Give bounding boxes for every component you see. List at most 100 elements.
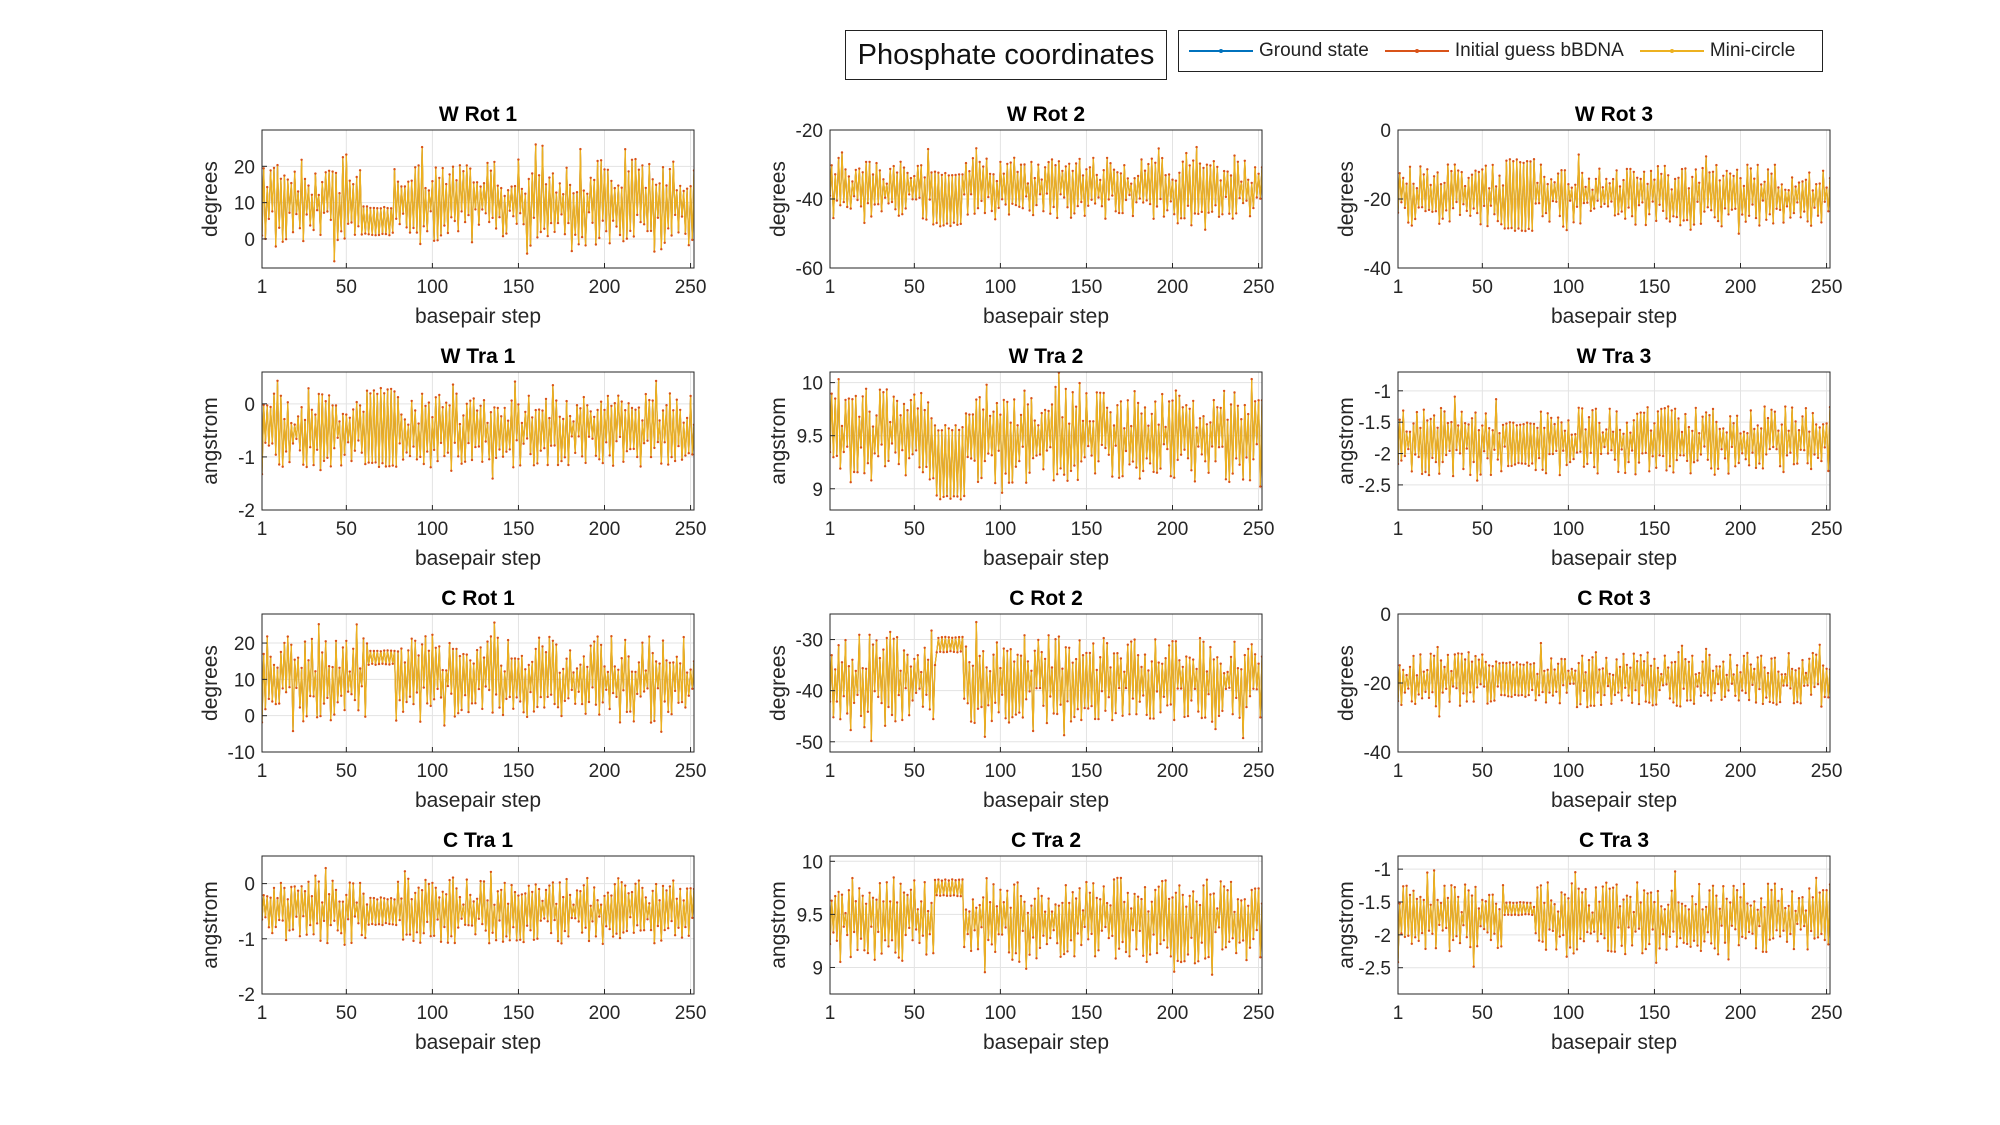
data-point — [1097, 460, 1100, 463]
data-point — [636, 455, 639, 459]
data-point — [651, 399, 654, 402]
x-tick-label: 50 — [336, 761, 357, 782]
data-point — [1642, 889, 1646, 892]
data-point — [1095, 173, 1099, 177]
data-point — [1088, 891, 1092, 894]
data-point — [314, 670, 317, 673]
data-point — [467, 441, 470, 445]
data-point — [1634, 930, 1637, 933]
data-point — [1527, 913, 1531, 916]
data-point — [877, 203, 880, 206]
data-point — [637, 406, 641, 409]
data-point — [1615, 169, 1618, 172]
data-point — [1746, 902, 1749, 905]
data-point — [302, 720, 305, 723]
data-point — [345, 153, 348, 156]
data-point — [673, 213, 677, 217]
data-point — [1727, 958, 1730, 961]
data-point — [1434, 210, 1438, 213]
data-point — [1823, 200, 1827, 203]
data-point — [1803, 210, 1806, 213]
data-point — [911, 198, 914, 201]
data-point — [916, 654, 919, 657]
data-point — [340, 464, 343, 467]
data-point — [660, 462, 663, 465]
data-point — [613, 883, 616, 886]
data-point — [1007, 213, 1011, 216]
data-point — [1711, 884, 1715, 887]
data-point — [675, 398, 678, 401]
data-point — [1581, 654, 1584, 657]
data-point — [291, 231, 295, 234]
data-point — [858, 633, 861, 636]
data-point — [661, 166, 665, 169]
data-point — [1648, 470, 1651, 473]
data-point — [391, 464, 394, 467]
data-point — [859, 937, 863, 940]
data-point — [377, 662, 381, 666]
data-point — [293, 170, 296, 173]
data-point — [544, 888, 548, 892]
data-point — [1059, 703, 1062, 706]
data-point — [1627, 926, 1630, 929]
data-point — [1111, 475, 1114, 478]
data-point — [1136, 654, 1140, 657]
data-point — [453, 941, 456, 945]
data-point — [1482, 204, 1486, 208]
data-point — [1422, 408, 1426, 411]
data-point — [1770, 172, 1773, 175]
data-point — [300, 885, 303, 888]
data-point — [1226, 889, 1229, 892]
data-point — [1541, 468, 1544, 471]
data-point — [1699, 222, 1703, 225]
data-point — [1407, 221, 1410, 224]
data-point — [1562, 933, 1565, 937]
data-point — [1436, 171, 1439, 174]
data-point — [656, 924, 660, 928]
data-point — [887, 202, 890, 205]
data-point — [1451, 685, 1455, 688]
data-point — [1200, 453, 1204, 456]
data-point — [548, 884, 551, 887]
data-point — [460, 462, 463, 465]
data-point — [357, 225, 360, 228]
data-point — [870, 925, 873, 928]
axes-box — [829, 855, 1263, 995]
data-point — [1660, 905, 1663, 908]
data-point — [1400, 459, 1403, 462]
data-point — [1441, 929, 1444, 932]
data-point — [1617, 212, 1620, 216]
data-point — [920, 900, 923, 903]
data-point — [1663, 908, 1667, 911]
data-point — [1801, 415, 1804, 418]
data-point — [1787, 429, 1790, 432]
data-point — [1162, 215, 1166, 218]
data-point — [267, 217, 271, 221]
data-point — [510, 399, 513, 402]
data-point — [1548, 452, 1551, 456]
data-point — [1498, 174, 1501, 177]
data-point — [615, 932, 618, 935]
x-tick-label: 100 — [417, 761, 449, 782]
x-tick-label: 100 — [1553, 519, 1585, 540]
data-point — [1142, 954, 1145, 957]
data-point — [1414, 453, 1417, 456]
data-point — [1517, 227, 1520, 230]
data-point — [1228, 480, 1231, 484]
data-point — [1023, 634, 1026, 637]
data-point — [601, 942, 604, 946]
data-point — [293, 658, 296, 661]
data-point — [293, 423, 296, 426]
data-point — [1694, 168, 1698, 171]
data-point — [1493, 448, 1496, 451]
data-point — [1090, 704, 1093, 708]
data-point — [1402, 409, 1405, 412]
data-point — [1057, 904, 1061, 907]
data-point — [957, 173, 961, 176]
data-point — [1460, 170, 1463, 174]
data-point — [1729, 901, 1732, 904]
data-point — [1410, 470, 1414, 473]
data-point — [1715, 665, 1718, 668]
data-point — [1408, 430, 1412, 433]
data-point — [1138, 477, 1142, 480]
